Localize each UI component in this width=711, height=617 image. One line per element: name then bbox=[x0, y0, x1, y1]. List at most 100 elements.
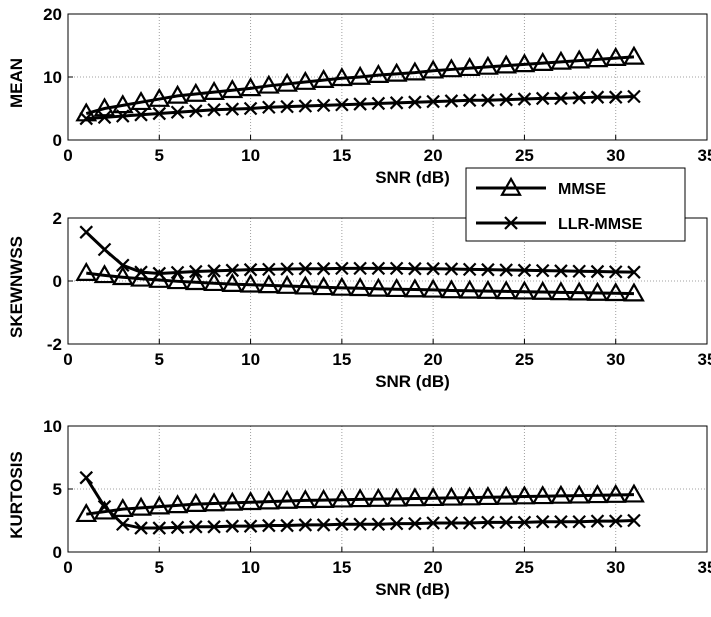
data-point bbox=[481, 262, 495, 277]
x-tick-label: 25 bbox=[515, 146, 534, 165]
data-point bbox=[75, 502, 98, 523]
data-point bbox=[426, 94, 440, 109]
data-point bbox=[316, 518, 331, 532]
x-tick-label: 30 bbox=[606, 146, 625, 165]
data-point bbox=[499, 263, 513, 277]
x-tick-label: 25 bbox=[515, 350, 534, 369]
data-point bbox=[568, 49, 591, 69]
data-point bbox=[97, 242, 112, 257]
x-tick-label: 30 bbox=[606, 558, 625, 577]
legend: MMSE LLR-MMSE bbox=[465, 167, 686, 242]
data-point bbox=[568, 281, 591, 301]
data-point bbox=[477, 55, 499, 75]
y-tick-label: 2 bbox=[53, 209, 62, 228]
data-point bbox=[189, 264, 203, 279]
data-point bbox=[550, 50, 572, 70]
data-point bbox=[330, 276, 353, 296]
data-point bbox=[79, 111, 94, 126]
data-point bbox=[499, 515, 513, 530]
data-point bbox=[294, 275, 317, 295]
data-point bbox=[458, 486, 481, 506]
data-point bbox=[572, 514, 586, 529]
legend-box bbox=[465, 167, 686, 242]
data-point bbox=[408, 516, 422, 531]
data-point bbox=[462, 516, 477, 530]
x-tick-label: 0 bbox=[63, 146, 72, 165]
data-point bbox=[170, 265, 185, 280]
x-axis-label: SNR (dB) bbox=[375, 372, 450, 391]
data-point bbox=[257, 74, 280, 94]
x-tick-label: 35 bbox=[698, 350, 711, 369]
data-point bbox=[170, 105, 185, 120]
data-point bbox=[239, 491, 262, 511]
data-point bbox=[627, 265, 641, 279]
data-point bbox=[276, 72, 298, 92]
data-point bbox=[221, 79, 244, 99]
series-line bbox=[86, 493, 635, 516]
data-point bbox=[115, 258, 130, 273]
x-tick-label: 25 bbox=[515, 558, 534, 577]
data-point bbox=[312, 68, 335, 89]
data-point bbox=[203, 80, 225, 100]
data-point bbox=[134, 265, 148, 279]
data-point bbox=[312, 276, 335, 296]
data-point bbox=[481, 515, 495, 530]
data-point bbox=[408, 261, 422, 276]
data-point bbox=[517, 92, 532, 106]
x-tick-label: 15 bbox=[332, 350, 351, 369]
data-point bbox=[426, 261, 440, 276]
y-tick-label: 0 bbox=[53, 543, 62, 562]
data-point bbox=[207, 264, 221, 278]
data-point bbox=[554, 514, 568, 529]
x-tick-label: 20 bbox=[424, 146, 443, 165]
data-point bbox=[184, 492, 207, 512]
data-point bbox=[316, 98, 331, 113]
data-point bbox=[367, 63, 390, 83]
data-point bbox=[444, 94, 459, 108]
data-point bbox=[134, 108, 148, 122]
x-tick-label: 20 bbox=[424, 558, 443, 577]
data-point bbox=[298, 261, 313, 276]
data-point bbox=[221, 272, 244, 292]
data-point bbox=[590, 264, 605, 279]
data-point bbox=[408, 95, 422, 109]
data-point bbox=[513, 280, 536, 300]
data-point bbox=[148, 87, 171, 107]
data-point bbox=[280, 99, 294, 114]
data-point bbox=[335, 261, 349, 276]
data-point bbox=[499, 92, 513, 107]
data-point bbox=[353, 517, 367, 532]
y-tick-label: 10 bbox=[43, 417, 62, 436]
data-point bbox=[257, 490, 280, 510]
data-point bbox=[440, 279, 463, 299]
y-tick-label: 5 bbox=[53, 480, 62, 499]
data-point bbox=[531, 51, 554, 71]
data-point bbox=[367, 487, 390, 507]
data-point bbox=[243, 262, 258, 277]
legend-label: MMSE bbox=[558, 181, 606, 198]
data-point bbox=[134, 521, 148, 535]
data-point bbox=[550, 484, 572, 504]
data-point bbox=[440, 486, 463, 506]
data-point bbox=[458, 56, 481, 77]
x-tick-label: 0 bbox=[63, 558, 72, 577]
data-point bbox=[586, 484, 609, 504]
y-tick-label: 20 bbox=[43, 5, 62, 24]
data-point bbox=[152, 266, 167, 281]
data-point bbox=[535, 514, 550, 529]
data-point bbox=[184, 82, 207, 102]
data-point bbox=[623, 483, 645, 503]
data-point bbox=[203, 492, 225, 512]
data-point bbox=[495, 54, 518, 74]
data-point bbox=[262, 518, 276, 533]
y-tick-label: -2 bbox=[47, 335, 62, 354]
data-point bbox=[608, 90, 623, 104]
data-point bbox=[517, 263, 532, 278]
data-point bbox=[170, 520, 185, 535]
data-point bbox=[243, 101, 258, 116]
y-tick-label: 0 bbox=[53, 131, 62, 150]
data-point bbox=[152, 106, 167, 121]
x-tick-label: 35 bbox=[698, 146, 711, 165]
data-point bbox=[403, 487, 426, 507]
